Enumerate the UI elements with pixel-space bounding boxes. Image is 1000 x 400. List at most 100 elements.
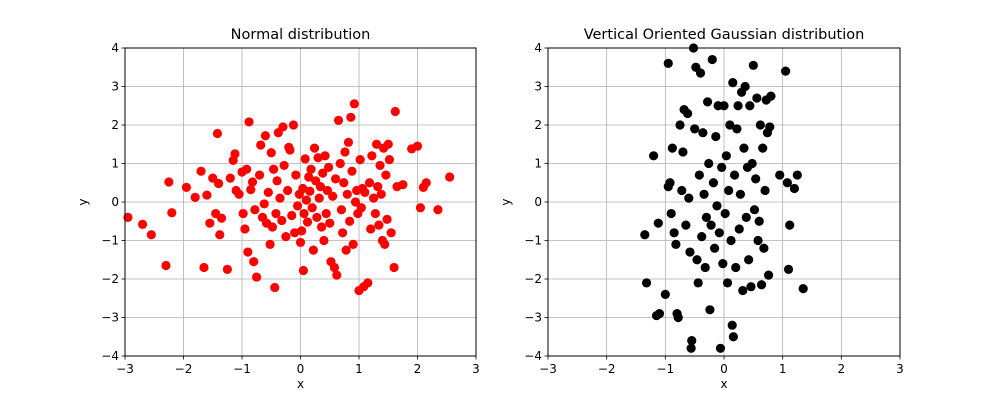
data-point — [684, 193, 694, 203]
data-point — [279, 160, 289, 171]
data-point — [304, 172, 314, 182]
data-point — [389, 262, 399, 273]
data-point — [266, 148, 276, 158]
data-point — [287, 210, 297, 221]
data-point — [318, 168, 328, 178]
data-point — [277, 215, 287, 226]
data-point — [137, 219, 148, 229]
data-point — [374, 220, 384, 230]
data-point — [751, 174, 761, 184]
data-point — [720, 208, 730, 219]
data-point — [738, 285, 748, 296]
data-point — [313, 153, 323, 163]
data-point — [199, 262, 209, 273]
y-tick-label: 2 — [111, 118, 119, 132]
data-point — [350, 197, 361, 207]
data-point — [433, 205, 443, 215]
x-tick-label: 3 — [472, 362, 480, 376]
data-point — [369, 193, 379, 203]
data-point — [722, 278, 733, 288]
y-tick-label: −3 — [101, 311, 119, 325]
data-point — [208, 173, 218, 183]
data-point — [739, 143, 749, 153]
data-point — [292, 201, 303, 211]
x-tick-label: 1 — [355, 362, 363, 376]
data-point — [654, 309, 665, 319]
data-point — [731, 262, 741, 273]
data-point — [323, 162, 334, 172]
data-point — [321, 208, 331, 219]
y-tick-label: 3 — [111, 80, 119, 94]
data-point — [325, 218, 335, 228]
data-point — [346, 112, 356, 122]
data-point — [347, 166, 357, 176]
y-tick-label: 1 — [534, 157, 542, 171]
data-point — [685, 247, 695, 257]
data-point — [375, 160, 385, 171]
data-point — [683, 108, 693, 119]
data-point — [755, 120, 765, 130]
data-point — [270, 282, 280, 293]
data-point — [373, 182, 383, 192]
data-point — [240, 224, 250, 234]
data-point — [708, 178, 719, 188]
data-point — [384, 155, 395, 165]
data-point — [161, 260, 171, 271]
data-point — [212, 128, 223, 139]
y-tick-label: −1 — [524, 234, 542, 248]
y-tick-label: 1 — [111, 157, 119, 171]
data-point — [747, 158, 757, 169]
data-point — [726, 235, 736, 246]
data-point — [752, 93, 762, 103]
x-axis-label: x — [297, 377, 304, 391]
data-point — [734, 224, 744, 234]
x-tick-label: 2 — [414, 362, 422, 376]
data-point — [678, 147, 688, 157]
data-point — [259, 199, 269, 209]
y-tick-label: 0 — [111, 195, 119, 209]
data-point — [349, 99, 359, 109]
data-point — [348, 239, 358, 249]
data-point — [340, 147, 350, 157]
data-point — [715, 343, 726, 353]
data-point — [288, 120, 299, 130]
y-axis-label: y — [76, 198, 90, 205]
data-point — [254, 170, 265, 180]
data-point — [382, 214, 392, 224]
data-point — [445, 172, 455, 182]
data-point — [792, 170, 802, 180]
data-point — [775, 170, 785, 180]
data-point — [781, 66, 791, 76]
data-point — [234, 189, 244, 199]
data-point — [704, 158, 714, 169]
data-point — [717, 162, 727, 172]
data-point — [256, 140, 266, 150]
chart-title: Vertical Oriented Gaussian distribution — [584, 27, 865, 43]
data-point — [285, 145, 295, 155]
y-tick-label: −2 — [524, 272, 542, 286]
data-point — [123, 212, 133, 222]
x-tick-label: −2 — [598, 362, 616, 376]
x-tick-label: −3 — [539, 362, 557, 376]
data-point — [297, 226, 307, 236]
data-point — [244, 117, 254, 127]
data-point — [735, 189, 746, 199]
x-tick-label: 0 — [720, 362, 728, 376]
data-point — [783, 264, 794, 274]
data-point — [307, 203, 317, 213]
data-point — [706, 220, 716, 230]
data-point — [666, 208, 676, 219]
data-point — [295, 237, 306, 248]
x-tick-label: −1 — [656, 362, 674, 376]
data-point — [732, 124, 742, 134]
data-point — [164, 177, 174, 187]
data-point — [725, 120, 735, 130]
data-point — [167, 208, 177, 218]
data-point — [710, 243, 720, 253]
data-point — [283, 185, 293, 196]
data-point — [336, 205, 347, 215]
data-point — [260, 131, 270, 141]
data-point — [335, 158, 345, 169]
data-point — [398, 180, 408, 190]
data-point — [673, 312, 683, 323]
